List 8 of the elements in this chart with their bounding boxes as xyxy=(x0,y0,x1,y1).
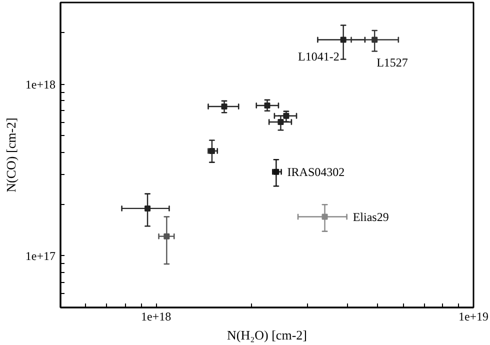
x-axis-title: N(H₂O) [cm-2] xyxy=(227,328,307,342)
annotation: Elias29 xyxy=(352,210,389,224)
y-tick-label: 1e+17 xyxy=(25,248,56,263)
annotation: L1041-2 xyxy=(298,50,340,64)
annotation: IRAS04302 xyxy=(287,164,345,179)
y-axis-title: N(CO) [cm-2] xyxy=(3,118,18,192)
annotation: L1527 xyxy=(376,56,408,70)
x-tick-label: 1e+19 xyxy=(458,310,489,324)
